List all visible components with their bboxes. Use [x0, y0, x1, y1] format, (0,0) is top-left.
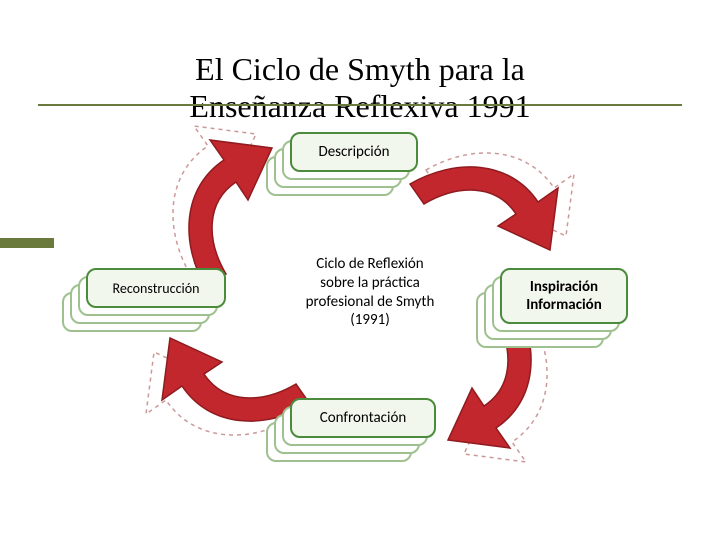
page-title: El Ciclo de Smyth para la Enseñanza Refl… [0, 14, 720, 124]
center-caption: Ciclo de Reflexión sobre la práctica pro… [290, 255, 450, 330]
node-bottom: Confrontación [290, 398, 436, 438]
title-text: El Ciclo de Smyth para la Enseñanza Refl… [189, 51, 530, 124]
node-left-stack: Reconstrucción [86, 268, 256, 338]
node-left: Reconstrucción [86, 268, 226, 308]
title-underline [38, 104, 682, 106]
node-label: Inspiración Información [526, 278, 602, 314]
center-line1: Ciclo de Reflexión [290, 255, 450, 274]
node-bottom-stack: Confrontación [290, 398, 466, 468]
node-label: Reconstrucción [113, 280, 200, 297]
node-right-stack: Inspiración Información [500, 268, 658, 354]
node-right: Inspiración Información [500, 268, 628, 324]
cycle-diagram: Ciclo de Reflexión sobre la práctica pro… [80, 120, 640, 480]
slide: El Ciclo de Smyth para la Enseñanza Refl… [0, 0, 720, 540]
node-label: Descripción [318, 143, 389, 161]
accent-bar [0, 238, 54, 248]
center-line2: sobre la práctica [290, 274, 450, 293]
center-line4: (1991) [290, 311, 450, 330]
center-line3: profesional de Smyth [290, 293, 450, 312]
node-label: Confrontación [320, 409, 407, 427]
node-top: Descripción [290, 132, 418, 172]
node-top-stack: Descripción [290, 132, 448, 202]
